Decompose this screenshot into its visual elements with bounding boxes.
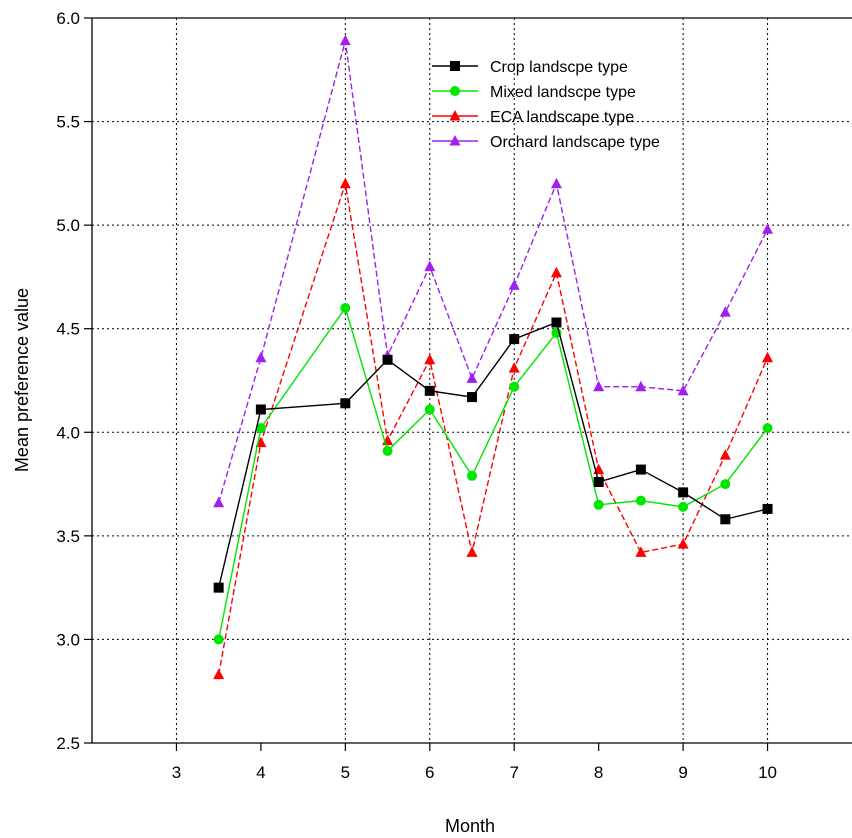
data-point bbox=[678, 487, 689, 498]
legend: Crop landscpe type Mixed landscpe type ECA… bbox=[432, 59, 660, 151]
data-point bbox=[550, 177, 562, 189]
data-point bbox=[508, 279, 520, 290]
data-point bbox=[508, 362, 520, 373]
data-point bbox=[424, 404, 435, 415]
data-point bbox=[466, 546, 478, 557]
y-tick-label: 4.0 bbox=[56, 423, 80, 442]
data-point bbox=[677, 538, 689, 549]
series-1 bbox=[213, 317, 773, 593]
series-4 bbox=[213, 34, 774, 508]
legend-item: ECA landscape type bbox=[432, 109, 634, 126]
data-point bbox=[593, 499, 604, 510]
y-tick-label: 5.0 bbox=[56, 216, 80, 235]
data-point bbox=[339, 177, 351, 189]
series-layer bbox=[213, 34, 774, 680]
data-point bbox=[678, 501, 689, 512]
legend-label: Mixed landscpe type bbox=[490, 84, 636, 101]
data-point bbox=[340, 398, 351, 409]
data-point bbox=[339, 34, 351, 46]
legend-marker bbox=[450, 86, 460, 96]
legend-label: Orchard landscape type bbox=[490, 134, 660, 151]
data-point bbox=[762, 423, 773, 434]
data-point bbox=[466, 372, 478, 383]
data-point bbox=[467, 392, 477, 403]
data-point bbox=[635, 464, 646, 475]
y-tick-label: 4.5 bbox=[56, 320, 80, 339]
x-axis-label: Month bbox=[445, 816, 495, 836]
legend-marker bbox=[449, 135, 461, 146]
x-ticks: 3 4 5 6 7 8 9 10 bbox=[172, 743, 777, 782]
data-point bbox=[255, 351, 267, 363]
data-point bbox=[382, 354, 393, 365]
data-point bbox=[635, 546, 647, 557]
y-tick-label: 3.0 bbox=[56, 630, 80, 649]
x-tick-label: 6 bbox=[425, 763, 434, 782]
series-line bbox=[217, 183, 769, 675]
data-point bbox=[213, 634, 224, 645]
legend-item: Orchard landscape type bbox=[432, 134, 660, 151]
data-point bbox=[255, 404, 266, 415]
data-point bbox=[382, 445, 393, 456]
data-point bbox=[509, 334, 520, 345]
series-3 bbox=[213, 177, 774, 680]
data-point bbox=[213, 668, 225, 680]
data-point bbox=[424, 260, 436, 272]
data-point bbox=[551, 317, 562, 328]
grid bbox=[92, 17, 852, 743]
data-point bbox=[424, 385, 435, 396]
y-tick-label: 2.5 bbox=[56, 734, 80, 753]
data-point bbox=[467, 470, 477, 481]
data-point bbox=[719, 449, 731, 460]
x-tick-label: 3 bbox=[172, 763, 181, 782]
data-point bbox=[719, 306, 731, 317]
data-point bbox=[213, 582, 224, 593]
y-axis-label: Mean preference value bbox=[12, 288, 32, 472]
data-point bbox=[509, 381, 520, 392]
legend-marker bbox=[450, 61, 460, 71]
data-point bbox=[762, 223, 774, 234]
data-point bbox=[593, 477, 604, 487]
legend-item: Mixed landscpe type bbox=[432, 84, 636, 101]
x-tick-label: 8 bbox=[594, 763, 603, 782]
data-point bbox=[720, 514, 731, 525]
legend-label: Crop landscpe type bbox=[490, 59, 628, 76]
y-tick-label: 3.5 bbox=[56, 527, 80, 546]
data-point bbox=[255, 423, 266, 434]
data-point bbox=[762, 503, 773, 514]
x-tick-label: 4 bbox=[256, 763, 265, 782]
data-point bbox=[424, 353, 436, 365]
data-point bbox=[720, 479, 731, 490]
data-point bbox=[550, 266, 562, 278]
y-tick-label: 5.5 bbox=[56, 113, 80, 132]
data-point bbox=[762, 351, 774, 363]
data-point bbox=[593, 380, 605, 392]
x-tick-label: 9 bbox=[678, 763, 687, 782]
data-point bbox=[635, 380, 647, 392]
y-tick-label: 6.0 bbox=[56, 9, 80, 28]
series-2 bbox=[213, 303, 773, 645]
x-tick-label: 5 bbox=[341, 763, 350, 782]
data-point bbox=[213, 496, 225, 508]
y-ticks: 2.5 3.0 3.5 4.0 4.5 5.0 5.5 6.0 bbox=[56, 9, 92, 753]
data-point bbox=[635, 495, 646, 506]
legend-item: Crop landscpe type bbox=[432, 59, 628, 76]
legend-marker bbox=[449, 110, 461, 121]
x-tick-label: 10 bbox=[758, 763, 777, 782]
x-tick-label: 7 bbox=[509, 763, 518, 782]
data-point bbox=[677, 384, 689, 396]
legend-label: ECA landscape type bbox=[490, 109, 634, 126]
series-line bbox=[217, 306, 769, 640]
data-point bbox=[340, 303, 351, 313]
